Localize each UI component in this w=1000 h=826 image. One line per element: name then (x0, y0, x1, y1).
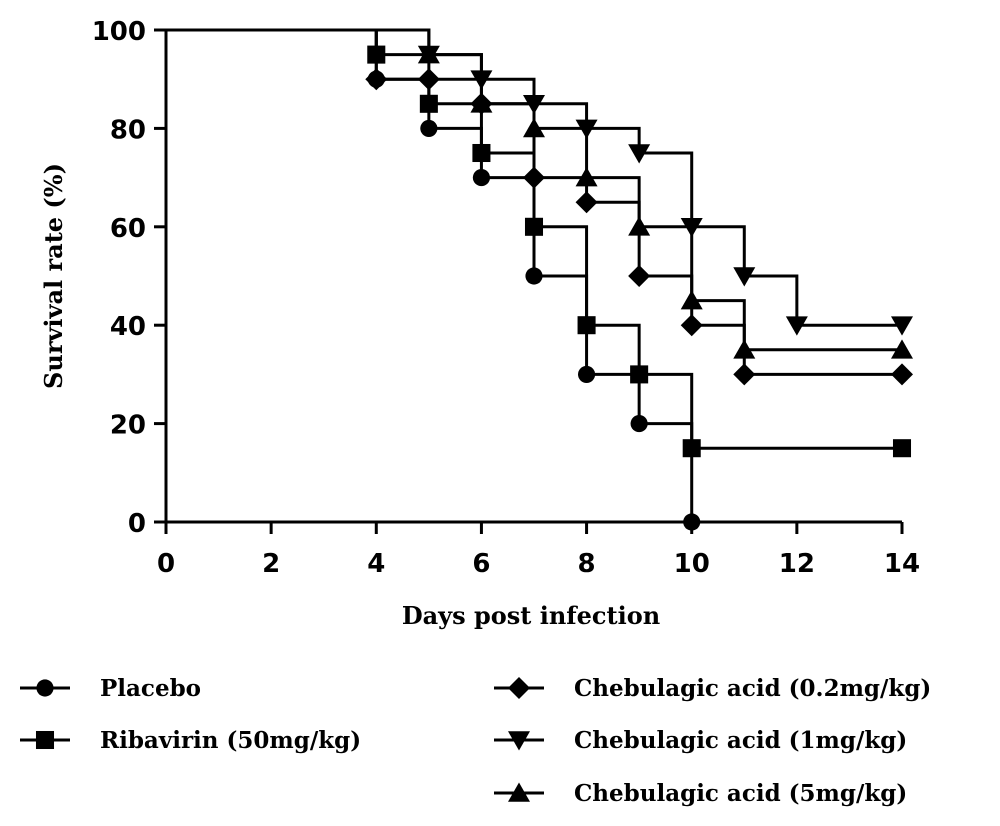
y-tick-label: 40 (110, 312, 146, 342)
legend-item: Chebulagic acid (1mg/kg) (494, 727, 907, 754)
legend-label: Placebo (100, 675, 201, 702)
y-tick-label: 100 (92, 17, 146, 47)
legend-label: Chebulagic acid (1mg/kg) (574, 727, 907, 754)
data-point-square (472, 143, 491, 163)
x-axis-title: Days post infection (402, 601, 660, 630)
legend-marker-diamond (508, 677, 530, 699)
data-point-triangle-down (891, 316, 913, 336)
x-tick-label: 10 (674, 549, 710, 579)
data-point-circle (472, 169, 491, 187)
y-axis-title: Survival rate (%) (39, 163, 68, 389)
data-point-square (524, 217, 544, 236)
data-point-triangle-up (575, 167, 598, 187)
data-point-triangle-down (680, 218, 703, 238)
data-point-triangle-down (470, 70, 493, 90)
data-point-triangle-up (628, 216, 651, 236)
data-point-triangle-down (733, 267, 756, 287)
y-tick-label: 60 (110, 214, 146, 244)
data-point-diamond (575, 191, 598, 214)
legend: Placebo Ribavirin (50mg/kg) Chebulagic aci… (20, 675, 931, 807)
data-point-triangle-down (628, 144, 651, 164)
data-point-diamond (365, 68, 388, 91)
data-point-circle (577, 365, 596, 383)
legend-item: Ribavirin (50mg/kg) (20, 727, 361, 754)
data-point-circle (630, 415, 648, 433)
data-point-square (682, 439, 701, 458)
legend-marker-triangle-down (508, 731, 530, 751)
ticks: 0 2 4 6 8 10 12 14 0 20 40 60 80 100 (92, 17, 920, 579)
x-tick-label: 4 (367, 549, 385, 579)
data-point-diamond (628, 265, 651, 287)
series-line-square (166, 28, 902, 450)
data-point-triangle-up (470, 93, 493, 113)
y-tick-label: 0 (128, 509, 146, 539)
series-line-triangle-up (166, 28, 902, 352)
data-point-triangle-down (523, 95, 545, 115)
x-tick-label: 12 (779, 549, 815, 579)
data-point-triangle-up (891, 339, 913, 359)
x-tick-label: 14 (884, 549, 920, 579)
data-point-triangle-up (733, 339, 756, 359)
data-point-diamond (733, 363, 756, 386)
legend-marker-square (35, 730, 55, 750)
data-point-diamond (523, 166, 545, 189)
y-tick-label: 80 (110, 115, 146, 145)
data-point-triangle-up (680, 290, 703, 310)
data-point-circle (420, 119, 438, 137)
data-point-diamond (891, 363, 913, 386)
legend-label: Chebulagic acid (0.2mg/kg) (574, 675, 931, 702)
x-tick-label: 8 (578, 549, 596, 579)
data-point-circle (525, 267, 543, 285)
legend-item: Chebulagic acid (0.2mg/kg) (494, 675, 931, 702)
data-point-square (892, 439, 912, 458)
data-point-triangle-down (575, 119, 598, 139)
data-point-triangle-up (417, 44, 440, 64)
data-point-square (630, 365, 649, 384)
legend-item: Chebulagic acid (5mg/kg) (494, 780, 907, 807)
series-markers (365, 44, 913, 531)
x-tick-label: 6 (472, 549, 490, 579)
data-point-square (419, 94, 438, 113)
legend-label: Chebulagic acid (5mg/kg) (574, 780, 907, 807)
legend-label: Ribavirin (50mg/kg) (100, 727, 361, 754)
x-tick-label: 2 (262, 549, 280, 579)
x-tick-label: 0 (157, 549, 175, 579)
data-point-diamond (417, 68, 440, 91)
data-point-triangle-down (785, 316, 808, 336)
legend-marker-triangle-up (508, 782, 530, 802)
data-point-triangle-up (523, 117, 545, 138)
data-point-square (367, 45, 386, 64)
legend-item: Placebo (20, 675, 201, 702)
y-tick-label: 20 (110, 411, 146, 441)
legend-marker-circle (36, 679, 54, 697)
axes (164, 30, 902, 524)
data-point-square (577, 316, 596, 335)
data-point-diamond (680, 314, 703, 337)
